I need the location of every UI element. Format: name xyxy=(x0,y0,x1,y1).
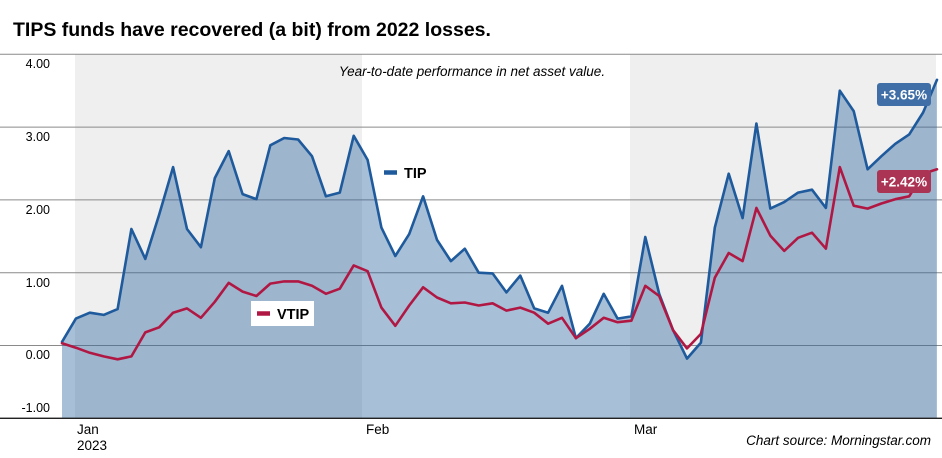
legend-tip-label: TIP xyxy=(404,166,427,182)
band-mar xyxy=(630,54,936,419)
y-tick-3: 3.00 xyxy=(26,130,50,144)
badge-vtip-end-value: +2.42% xyxy=(877,170,931,193)
line-vtip xyxy=(60,165,939,361)
badge-vtip-label: +2.42% xyxy=(881,175,927,190)
line-tip xyxy=(60,78,939,360)
legend-tip-background xyxy=(380,162,428,183)
y-tick-2: 2.00 xyxy=(26,203,50,217)
badge-tip-background xyxy=(877,83,931,106)
area-tip xyxy=(62,79,937,419)
legend-vtip-label: VTIP xyxy=(277,307,310,323)
source-credit: Chart source: Morningstar.com xyxy=(746,433,931,448)
y-tick-4: 4.00 xyxy=(26,57,50,71)
x-tick-mar: Mar xyxy=(634,422,658,437)
badge-tip-end-value: +3.65% xyxy=(877,83,931,106)
data-series xyxy=(60,78,939,419)
y-tick-0: 0.00 xyxy=(26,348,50,362)
badge-vtip-background xyxy=(877,170,931,193)
x-tick-jan: Jan xyxy=(77,422,99,437)
x-tick-year: 2023 xyxy=(77,438,107,453)
badge-tip-label: +3.65% xyxy=(881,88,927,103)
y-axis-labels: 4.00 3.00 2.00 1.00 0.00 -1.00 xyxy=(22,57,51,415)
legend-vtip: VTIP xyxy=(251,301,314,326)
x-tick-feb: Feb xyxy=(366,422,389,437)
month-bands xyxy=(75,54,936,419)
legend-tip: TIP xyxy=(380,162,428,183)
y-tick-1: 1.00 xyxy=(26,276,50,290)
chart-subtitle: Year-to-date performance in net asset va… xyxy=(339,64,605,79)
chart-title: TIPS funds have recovered (a bit) from 2… xyxy=(13,19,491,41)
y-tick-neg1: -1.00 xyxy=(22,401,51,415)
x-axis-labels: Jan 2023 Feb Mar xyxy=(77,422,658,453)
